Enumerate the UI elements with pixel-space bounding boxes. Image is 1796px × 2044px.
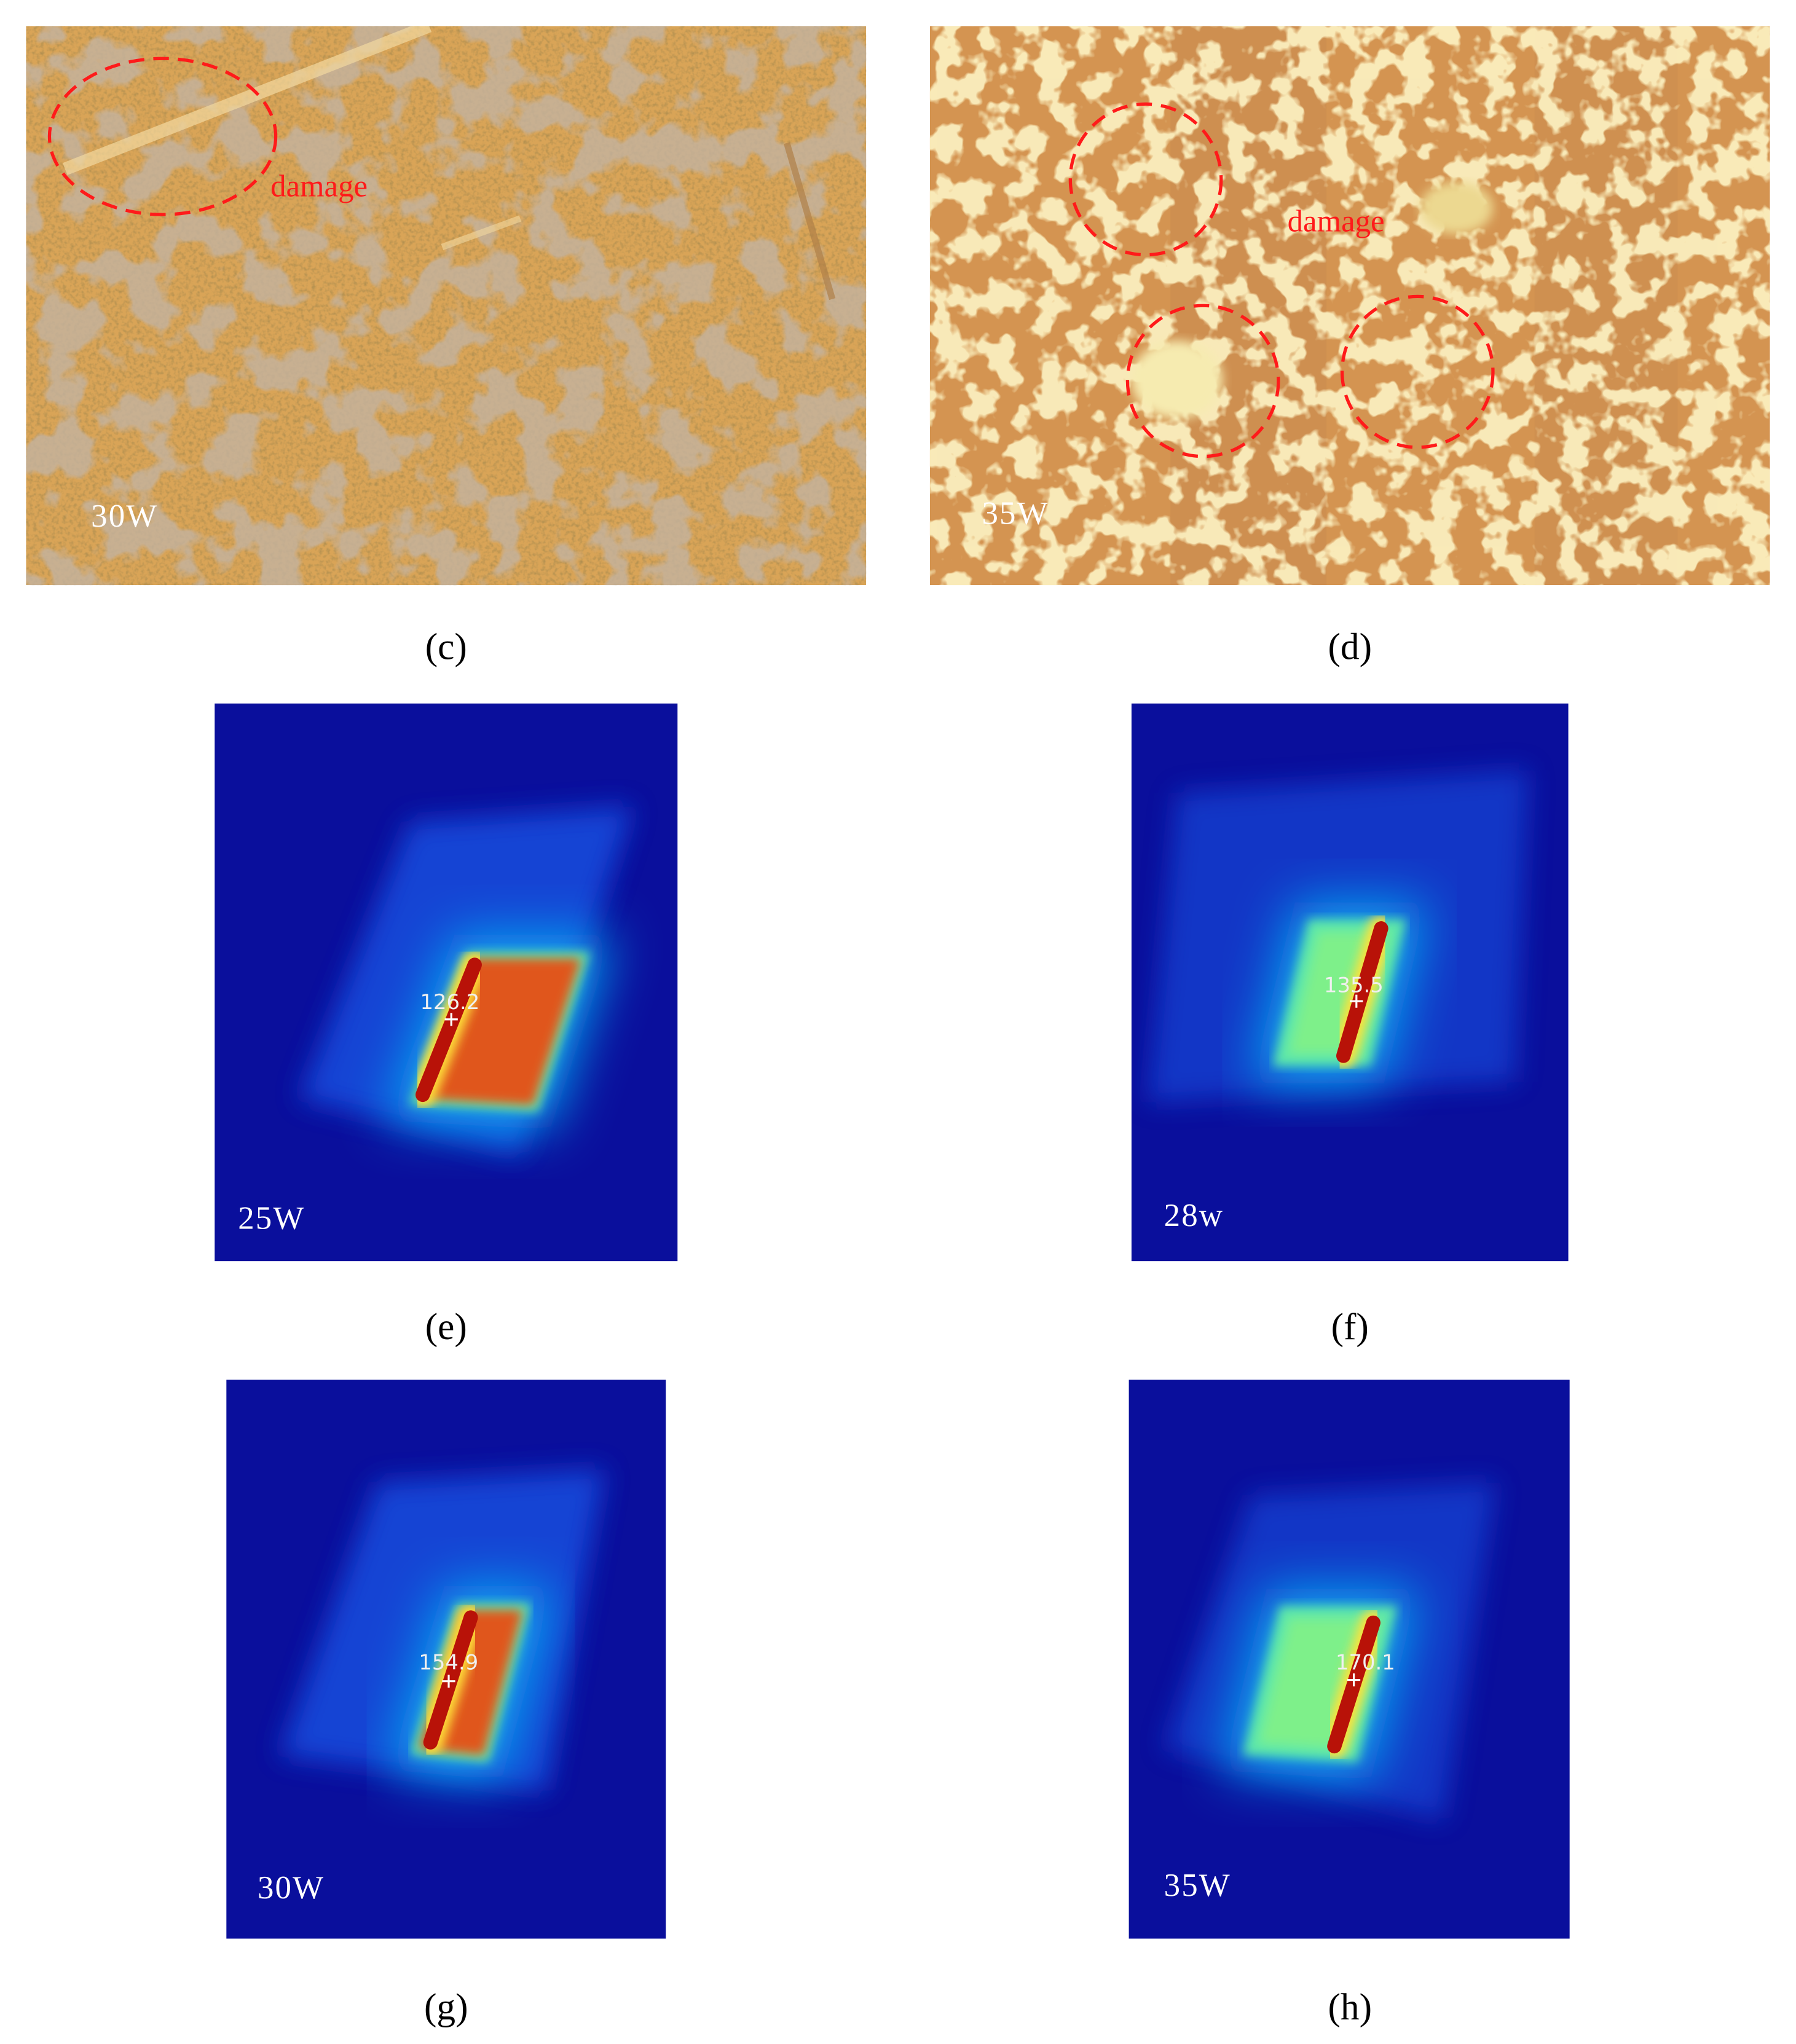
temperature-label: 170.1 — [1336, 1651, 1395, 1675]
thermal-image — [226, 1379, 666, 1939]
damage-label: damage — [270, 168, 368, 203]
crosshair — [444, 1013, 458, 1026]
temperature-label: 154.9 — [419, 1651, 478, 1675]
temperature-label: 135.5 — [1324, 973, 1384, 997]
hot-strip — [416, 957, 482, 1103]
power-label: 35W — [1164, 1868, 1231, 1903]
micrograph-d — [929, 26, 1770, 586]
power-label: 28w — [1164, 1198, 1224, 1233]
panel-label: (d) — [1328, 626, 1372, 668]
damage-label: damage — [1288, 204, 1385, 238]
panel-label: (e) — [425, 1306, 467, 1348]
crosshair — [1350, 994, 1363, 1008]
power-label: 30W — [91, 498, 158, 534]
thermal-image — [215, 703, 678, 1262]
crosshair — [1347, 1673, 1361, 1687]
power-label: 35W — [982, 496, 1049, 532]
temperature-label: 126.2 — [420, 990, 479, 1014]
crosshair — [442, 1675, 455, 1688]
panel-label: (c) — [425, 626, 467, 668]
panel-label: (f) — [1331, 1306, 1369, 1348]
hot-strip — [1336, 921, 1388, 1063]
hot-strip — [423, 1610, 478, 1750]
panel-label: (h) — [1328, 1986, 1372, 2028]
panel-label: (g) — [424, 1986, 468, 2028]
power-label: 25W — [238, 1200, 305, 1236]
thermal-images: 126.2 25W (e) 135.5 28w (f) 154.9 30W (g) 170.1 35… — [215, 703, 1570, 2028]
micrograph-c — [26, 26, 867, 586]
thermal-image — [1131, 703, 1569, 1262]
power-label: 30W — [258, 1870, 325, 1906]
thermal-image — [1128, 1379, 1570, 1939]
